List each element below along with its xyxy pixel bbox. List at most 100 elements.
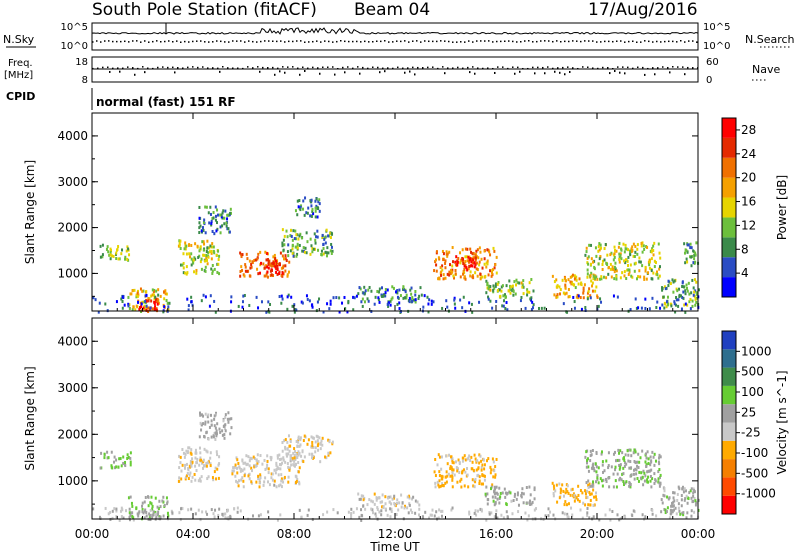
data-cell <box>278 484 281 488</box>
data-cell <box>444 276 447 280</box>
data-cell <box>646 245 649 249</box>
data-cell <box>360 300 363 304</box>
data-cell <box>461 306 464 310</box>
data-cell <box>220 213 223 217</box>
data-cell <box>286 462 289 466</box>
nave-point <box>362 66 364 69</box>
data-cell <box>207 420 210 424</box>
data-cell <box>475 513 478 517</box>
data-cell <box>645 456 648 460</box>
data-cell <box>128 253 131 257</box>
data-cell <box>641 250 644 254</box>
data-cell <box>146 495 149 499</box>
nsearch-point <box>232 40 234 42</box>
data-cell <box>652 455 655 459</box>
data-cell <box>214 310 217 314</box>
data-cell <box>240 478 243 482</box>
data-cell <box>163 290 166 294</box>
data-cell <box>596 474 599 478</box>
data-cell <box>292 451 295 455</box>
nave-point <box>277 67 279 70</box>
data-cell <box>693 257 696 261</box>
nsearch-point <box>344 40 346 43</box>
nsearch-point <box>92 41 94 43</box>
data-cell <box>403 506 406 510</box>
data-cell <box>588 243 591 247</box>
data-cell <box>179 461 182 465</box>
data-cell <box>483 474 486 478</box>
data-cell <box>529 297 532 301</box>
data-cell <box>639 260 642 264</box>
data-cell <box>661 303 664 307</box>
data-cell <box>529 493 532 497</box>
data-cell <box>296 478 299 482</box>
data-cell <box>362 291 365 295</box>
data-cell <box>586 272 589 276</box>
data-cell <box>157 288 160 292</box>
data-cell <box>124 257 127 261</box>
data-cell <box>544 514 547 518</box>
data-cell <box>609 518 612 522</box>
data-cell <box>376 289 379 293</box>
data-cell <box>578 499 581 503</box>
data-cell <box>620 478 623 482</box>
plot-frame <box>91 112 699 312</box>
data-cell <box>276 467 279 471</box>
data-cell <box>483 478 486 482</box>
nsearch-point <box>180 41 182 43</box>
data-cell <box>201 510 204 514</box>
data-cell <box>469 247 472 251</box>
data-cell <box>310 445 313 449</box>
data-cell <box>636 252 639 256</box>
data-cell <box>271 472 274 476</box>
data-cell <box>267 300 270 304</box>
data-cell <box>316 215 319 219</box>
data-cell <box>198 446 201 450</box>
data-cell <box>197 508 200 512</box>
data-cell <box>506 516 509 520</box>
data-cell <box>389 299 392 303</box>
nave-point <box>417 66 419 69</box>
data-cell <box>378 510 381 514</box>
data-cell <box>367 288 370 292</box>
data-cell <box>311 305 314 309</box>
data-cell <box>189 459 192 463</box>
nave-point <box>207 67 209 69</box>
data-cell <box>99 255 102 259</box>
data-cell <box>268 262 271 266</box>
data-cell <box>293 459 296 463</box>
data-cell <box>213 515 216 519</box>
data-cell <box>313 247 316 251</box>
data-cell <box>266 252 269 256</box>
data-cell <box>283 439 286 443</box>
data-cell <box>482 457 485 461</box>
data-cell <box>472 276 475 280</box>
data-cell <box>476 268 479 272</box>
data-cell <box>437 516 440 520</box>
data-cell <box>310 200 313 204</box>
colorbar-swatch <box>722 257 736 278</box>
data-cell <box>264 467 267 471</box>
data-cell <box>490 271 493 275</box>
data-cell <box>321 436 324 440</box>
data-cell <box>589 484 592 488</box>
data-cell <box>410 286 413 290</box>
data-cell <box>691 278 694 282</box>
colorbar-swatch <box>722 331 736 350</box>
data-cell <box>154 510 157 514</box>
nave-point <box>287 66 289 68</box>
data-cell <box>259 250 262 254</box>
data-cell <box>273 479 276 483</box>
nsearch-point <box>304 41 306 43</box>
scatter-region <box>683 241 700 268</box>
data-cell <box>463 264 466 268</box>
data-cell <box>684 292 687 296</box>
data-cell <box>294 450 297 454</box>
data-cell <box>131 289 134 293</box>
data-cell <box>223 433 226 437</box>
data-cell <box>126 453 129 457</box>
data-cell <box>440 273 443 277</box>
data-cell <box>693 490 696 494</box>
nsearch-point <box>132 40 134 42</box>
data-cell <box>286 274 289 278</box>
